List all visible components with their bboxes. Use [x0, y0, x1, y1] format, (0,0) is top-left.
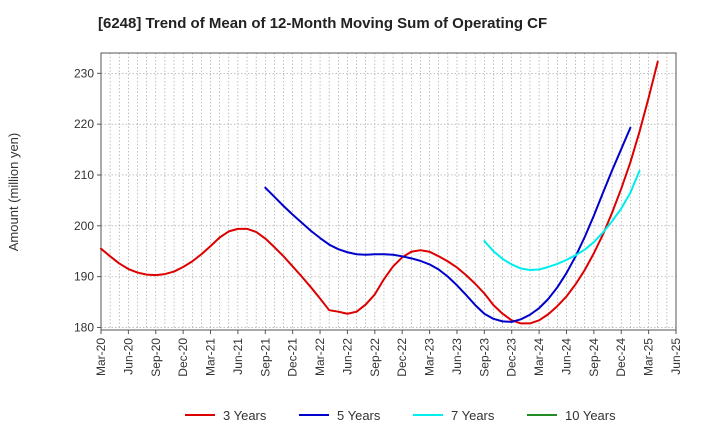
series-line-5-years [264, 126, 632, 323]
x-tick-label: Jun-24 [559, 338, 573, 375]
chart-title: [6248] Trend of Mean of 12-Month Moving … [98, 15, 547, 32]
x-tick-label: Jun-22 [340, 338, 354, 375]
x-tick-label: Sep-23 [477, 338, 491, 377]
y-tick-label: 200 [74, 219, 94, 233]
x-tick-label: Jun-21 [231, 338, 245, 375]
x-tick-label: Mar-22 [313, 338, 327, 376]
x-tick-label: Sep-24 [587, 338, 601, 377]
x-tick-label: Jun-23 [450, 338, 464, 375]
x-tick-label: Jun-20 [121, 338, 135, 375]
y-tick-label: 210 [74, 168, 94, 182]
grid [101, 53, 676, 330]
series-line-3-years [100, 60, 659, 325]
x-tick-label: Sep-20 [149, 338, 163, 377]
legend: 3 Years 5 Years 7 Years 10 Years [185, 408, 616, 423]
series-group [100, 60, 659, 325]
x-tick-label: Mar-24 [532, 338, 546, 376]
legend-label-5-years: 5 Years [337, 408, 381, 423]
x-tick-label: Mar-23 [423, 338, 437, 376]
x-tick-label: Sep-22 [368, 338, 382, 377]
legend-label-3-years: 3 Years [223, 408, 267, 423]
x-tick-label: Dec-21 [286, 338, 300, 377]
x-tick-label: Dec-23 [505, 338, 519, 377]
y-tick-label: 190 [74, 270, 94, 284]
x-tick-label: Mar-21 [204, 338, 218, 376]
x-tick-label: Sep-21 [258, 338, 272, 377]
x-tick-label: Mar-20 [94, 338, 108, 376]
x-tick-label: Dec-20 [176, 338, 190, 377]
x-tick-label: Dec-24 [614, 338, 628, 377]
x-axis-ticks: Mar-20 Jun-20 Sep-20 Dec-20 Mar-21 Jun-21 Sep-… [94, 330, 683, 377]
x-tick-label: Mar-25 [642, 338, 656, 376]
y-tick-label: 230 [74, 66, 94, 80]
x-tick-label: Dec-22 [395, 338, 409, 377]
legend-label-10-years: 10 Years [565, 408, 616, 423]
y-axis-ticks: 180 190 200 210 220 230 [74, 66, 101, 334]
series-line-7-years [483, 169, 641, 272]
y-tick-label: 220 [74, 117, 94, 131]
plot-frame [100, 52, 677, 331]
legend-label-7-years: 7 Years [451, 408, 495, 423]
y-tick-label: 180 [74, 320, 94, 334]
y-axis-label: Amount (million yen) [6, 133, 21, 252]
x-tick-label: Jun-25 [669, 338, 683, 375]
